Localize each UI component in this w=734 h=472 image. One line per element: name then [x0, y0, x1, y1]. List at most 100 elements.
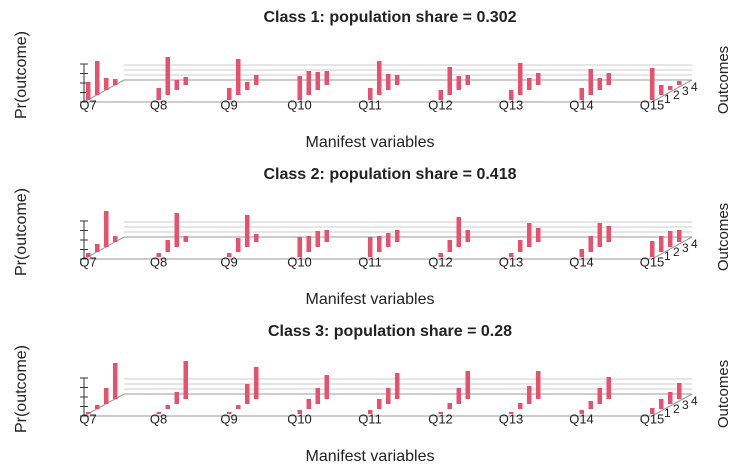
- bar: [456, 217, 461, 247]
- bar: [509, 253, 514, 257]
- x-tick-label: Q11: [358, 97, 382, 112]
- bar: [659, 85, 664, 95]
- outcome-label: 2: [673, 88, 680, 102]
- x-tick-label: Q7: [79, 411, 96, 426]
- bar: [518, 240, 523, 252]
- bar: [536, 371, 541, 399]
- bar: [174, 392, 179, 404]
- bar: [668, 86, 673, 90]
- bar: [324, 375, 329, 399]
- x-tick-label: Q12: [428, 254, 453, 269]
- chart-title: Class 3: population share = 0.28: [268, 323, 512, 340]
- x-axis-label: Manifest variables: [306, 448, 435, 465]
- x-axis-label: Manifest variables: [306, 134, 435, 151]
- x-tick-label: Q15: [640, 411, 665, 426]
- x-tick-label: Q10: [287, 254, 312, 269]
- y-axis-label: Pr(outcome): [13, 345, 30, 433]
- chart-title: Class 1: population share = 0.302: [264, 9, 517, 26]
- bar: [597, 78, 602, 90]
- bar: [104, 388, 109, 404]
- x-tick-label: Q13: [499, 97, 524, 112]
- bar: [659, 399, 664, 409]
- bar: [297, 410, 302, 414]
- bar: [113, 236, 118, 242]
- outcome-label: 3: [682, 241, 689, 255]
- bar: [650, 68, 655, 100]
- bar: [377, 399, 382, 409]
- bar: [368, 237, 373, 257]
- x-tick-label: Q15: [640, 254, 665, 269]
- floor: [83, 79, 693, 103]
- bar: [254, 75, 259, 85]
- bar: [606, 377, 611, 399]
- outcome-label: 3: [682, 84, 689, 98]
- bar: [509, 90, 514, 100]
- bar: [677, 230, 682, 242]
- bar: [377, 61, 382, 95]
- bar: [606, 226, 611, 242]
- bar: [527, 223, 532, 247]
- x-tick-label: Q11: [358, 254, 382, 269]
- bar: [227, 253, 232, 257]
- x-tick-label: Q14: [569, 411, 594, 426]
- chart-title: Class 2: population share = 0.418: [264, 166, 517, 183]
- floor: [83, 393, 693, 417]
- bar: [254, 234, 259, 242]
- bar: [386, 233, 391, 247]
- x-tick-label: Q12: [428, 411, 453, 426]
- bar: [527, 386, 532, 404]
- bar: [588, 236, 593, 252]
- bar: [588, 69, 593, 95]
- bar: [156, 88, 161, 100]
- bar: [104, 211, 109, 247]
- bar: [650, 241, 655, 257]
- bar: [315, 72, 320, 90]
- bar: [597, 388, 602, 404]
- bar: [438, 90, 443, 100]
- bar: [395, 75, 400, 85]
- bar: [165, 57, 170, 95]
- bar: [183, 236, 188, 242]
- bar: [377, 236, 382, 252]
- bar: [324, 71, 329, 85]
- bar: [456, 76, 461, 90]
- bar: [456, 388, 461, 404]
- floor: [83, 236, 693, 260]
- x-tick-label: Q10: [287, 97, 312, 112]
- bar: [245, 215, 250, 247]
- bar: [306, 71, 311, 95]
- bar: [165, 405, 170, 409]
- bar: [254, 367, 259, 399]
- x-tick-label: Q7: [79, 254, 96, 269]
- outcome-label: 4: [691, 394, 698, 408]
- bar: [579, 88, 584, 100]
- bar: [677, 81, 682, 85]
- bar: [113, 363, 118, 399]
- bar: [465, 230, 470, 242]
- x-tick-label: Q14: [569, 97, 594, 112]
- z-axis-label: Outcomes: [715, 46, 732, 114]
- bar: [447, 240, 452, 252]
- x-tick-label: Q8: [150, 411, 167, 426]
- z-axis-label: Outcomes: [715, 203, 732, 271]
- bar: [659, 236, 664, 252]
- z-axis-label: Outcomes: [715, 360, 732, 428]
- bar: [156, 253, 161, 257]
- outcome-label: 1: [664, 249, 671, 263]
- bar: [509, 412, 514, 414]
- x-tick-label: Q13: [499, 254, 524, 269]
- bar: [368, 410, 373, 414]
- bar: [465, 75, 470, 85]
- bar: [518, 403, 523, 409]
- bar: [315, 231, 320, 247]
- bar: [104, 78, 109, 90]
- x-tick-label: Q8: [150, 254, 167, 269]
- bar: [606, 73, 611, 85]
- bar: [447, 67, 452, 95]
- x-tick-label: Q9: [220, 411, 237, 426]
- bar: [677, 383, 682, 399]
- outcome-label: 2: [673, 245, 680, 259]
- bar: [668, 392, 673, 404]
- bar: [156, 412, 161, 414]
- bar: [95, 244, 100, 252]
